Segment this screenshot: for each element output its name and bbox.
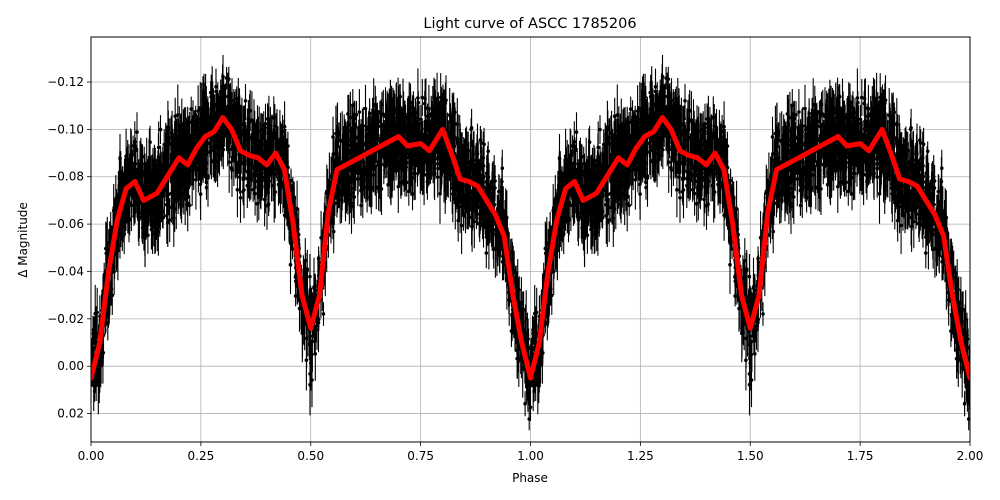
x-tick-label: 0.00 <box>78 449 105 463</box>
y-tick-label: −0.10 <box>47 122 84 136</box>
x-axis-label: Phase <box>512 471 548 485</box>
x-tick-label: 1.75 <box>847 449 874 463</box>
x-tick-label: 1.25 <box>627 449 654 463</box>
x-tick-label: 1.00 <box>517 449 544 463</box>
y-tick-label: −0.02 <box>47 312 84 326</box>
x-tick-label: 0.75 <box>407 449 434 463</box>
y-tick-label: −0.12 <box>47 75 84 89</box>
x-tick-label: 0.50 <box>297 449 324 463</box>
y-tick-label: −0.08 <box>47 170 84 184</box>
y-tick-label: 0.00 <box>57 359 84 373</box>
y-tick-label: −0.04 <box>47 264 84 278</box>
model-curve <box>91 115 970 381</box>
x-tick-label: 1.50 <box>737 449 764 463</box>
y-axis-ticks: −0.12 −0.10 −0.08 −0.06 −0.04 −0.02 0.00 0.02 <box>47 75 91 421</box>
model-fit-line <box>91 115 970 381</box>
chart-title: Light curve of ASCC 1785206 <box>423 16 636 32</box>
x-axis-ticks: 0.00 0.25 0.50 0.75 1.00 1.25 1.50 1.75 2.00 <box>78 442 984 463</box>
y-tick-label: −0.06 <box>47 217 84 231</box>
y-axis-label: Δ Magnitude <box>16 202 30 278</box>
x-tick-label: 2.00 <box>957 449 984 463</box>
y-tick-label: 0.02 <box>57 407 84 421</box>
x-tick-label: 0.25 <box>188 449 215 463</box>
